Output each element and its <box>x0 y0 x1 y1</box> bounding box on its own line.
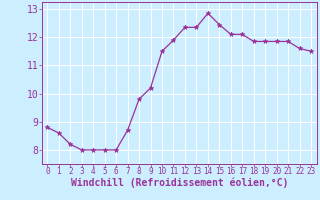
X-axis label: Windchill (Refroidissement éolien,°C): Windchill (Refroidissement éolien,°C) <box>70 178 288 188</box>
